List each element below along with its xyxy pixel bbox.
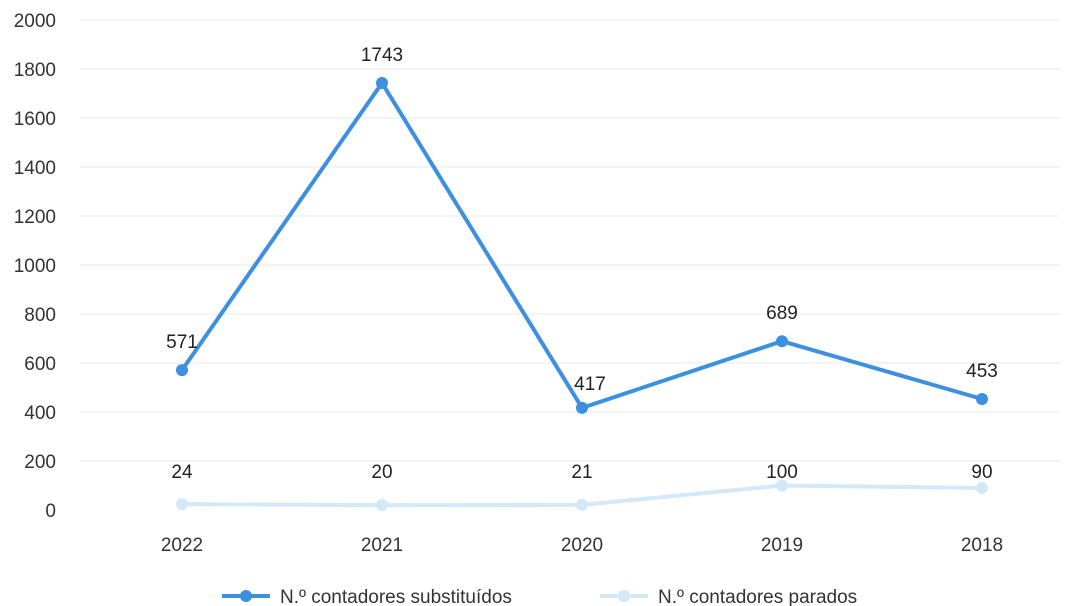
data-point: [376, 76, 388, 89]
y-tick-label: 200: [24, 452, 56, 473]
data-label: 100: [766, 462, 798, 483]
x-tick-label: 2021: [361, 535, 403, 556]
legend: N.º contadores substituídos N.º contador…: [222, 587, 857, 606]
data-label: 417: [574, 374, 606, 395]
x-tick-label: 2022: [161, 535, 203, 556]
y-tick-label: 2000: [14, 11, 56, 32]
legend-swatch-marker: [240, 590, 252, 602]
data-labels: 571 1743 417 689 453 24 20 21 100 90: [166, 45, 998, 483]
gridlines: [80, 19, 1060, 462]
y-tick-label: 0: [45, 501, 56, 522]
y-tick-label: 400: [24, 403, 56, 424]
data-point: [976, 393, 988, 406]
legend-item-parados: N.º contadores parados: [600, 587, 857, 606]
data-label: 21: [571, 462, 592, 483]
x-tick-label: 2018: [961, 535, 1003, 556]
legend-item-substituidos: N.º contadores substituídos: [222, 587, 512, 606]
y-tick-label: 1600: [14, 109, 56, 130]
y-tick-label: 1800: [14, 60, 56, 81]
y-tick-label: 1200: [14, 207, 56, 228]
legend-label: N.º contadores parados: [658, 587, 857, 606]
x-tick-label: 2019: [761, 535, 803, 556]
x-tick-label: 2020: [561, 535, 603, 556]
data-label: 1743: [361, 45, 403, 66]
legend-label: N.º contadores substituídos: [280, 587, 512, 606]
data-label: 90: [971, 462, 992, 483]
data-point: [576, 498, 588, 511]
y-tick-label: 1400: [14, 158, 56, 179]
data-label: 24: [171, 462, 193, 483]
y-tick-label: 600: [24, 354, 56, 375]
data-label: 689: [766, 303, 798, 324]
data-label: 571: [166, 332, 198, 353]
series: [176, 76, 988, 512]
y-tick-label: 800: [24, 305, 56, 326]
data-point: [176, 364, 188, 377]
legend-swatch-marker: [618, 590, 630, 602]
data-point: [376, 499, 388, 512]
series-line: [180, 80, 983, 410]
y-axis-ticks: 0 200 400 600 800 1000 1200 1400 1600 1800 2000: [14, 11, 56, 522]
y-tick-label: 1000: [14, 256, 56, 277]
data-point: [176, 498, 188, 511]
data-point: [776, 479, 788, 492]
data-point: [576, 401, 588, 414]
data-point: [976, 481, 988, 494]
data-point: [776, 335, 788, 348]
x-axis-ticks: 2022 2021 2020 2019 2018: [161, 535, 1003, 556]
data-label: 453: [966, 361, 998, 382]
data-label: 20: [371, 462, 392, 483]
